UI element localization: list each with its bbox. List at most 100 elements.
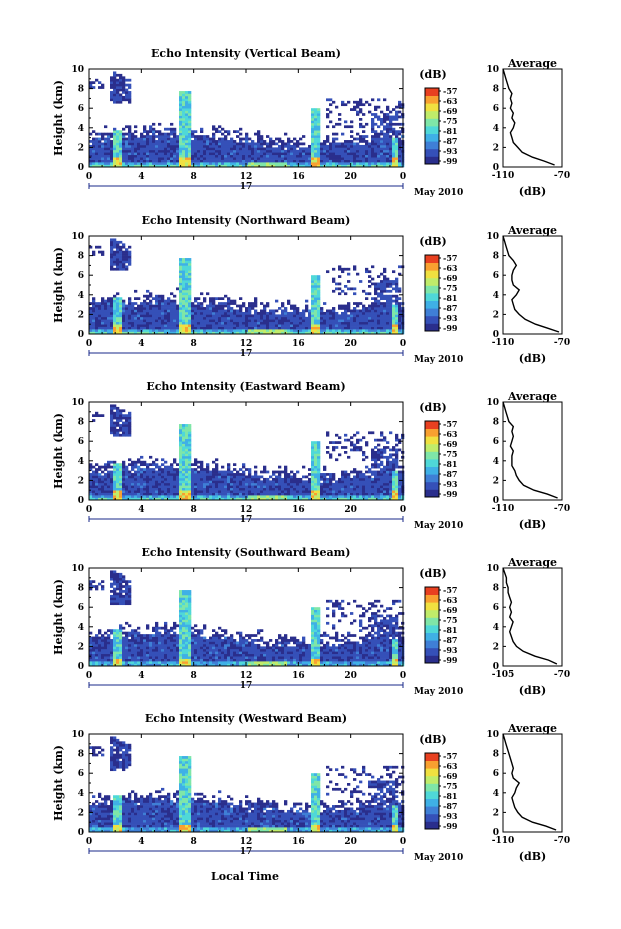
echo-cell: [224, 147, 228, 151]
echo-cell: [344, 159, 348, 163]
echo-cell: [347, 307, 351, 310]
echo-cell: [149, 164, 153, 168]
echo-cell: [314, 446, 318, 449]
echo-cell: [152, 497, 156, 501]
echo-cell: [92, 250, 96, 254]
echo-cell: [185, 441, 189, 444]
echo-cell: [200, 164, 204, 168]
echo-cell: [191, 329, 195, 332]
echo-cell: [374, 122, 378, 126]
echo-cell: [182, 277, 186, 281]
echo-cell: [254, 162, 258, 165]
echo-cell: [341, 329, 345, 332]
colorbar-segment: [425, 141, 439, 150]
echo-cell: [179, 144, 183, 148]
echo-cell: [209, 492, 213, 496]
echo-cell: [251, 331, 255, 335]
echo-cell: [311, 302, 315, 305]
echo-cell: [311, 455, 315, 459]
echo-cell: [395, 115, 399, 119]
echo-cell: [98, 142, 102, 146]
echo-cell: [311, 127, 315, 131]
echo-cell: [158, 473, 162, 476]
echo-cell: [119, 490, 123, 493]
echo-cell: [209, 319, 213, 323]
echo-cell: [359, 98, 363, 102]
echo-cell: [149, 154, 153, 158]
echo-cell: [317, 162, 321, 165]
echo-cell: [254, 297, 258, 300]
echo-cell: [269, 142, 273, 146]
profile-x-tick-label: -110: [492, 171, 515, 181]
echo-cell: [215, 149, 219, 153]
echo-cell: [110, 240, 114, 244]
echo-cell: [194, 309, 198, 313]
echo-cell: [317, 127, 321, 131]
echo-cell: [239, 152, 243, 156]
echo-cell: [98, 487, 102, 491]
echo-cell: [125, 487, 129, 491]
echo-cell: [104, 309, 108, 313]
echo-cell: [125, 265, 129, 269]
echo-cell: [131, 142, 135, 146]
echo-cell: [209, 137, 213, 141]
echo-cell: [122, 149, 126, 153]
echo-cell: [179, 319, 183, 323]
echo-cell: [347, 473, 351, 476]
echo-cell: [350, 125, 354, 129]
echo-cell: [95, 147, 99, 151]
echo-cell: [251, 329, 255, 332]
echo-cell: [398, 144, 402, 148]
echo-cell: [392, 314, 396, 318]
echo-cell: [203, 468, 207, 471]
echo-cell: [350, 149, 354, 153]
echo-cell: [110, 482, 114, 486]
x-tick-label: 20: [344, 339, 357, 349]
echo-cell: [89, 465, 93, 469]
echo-cell: [233, 144, 237, 148]
echo-cell: [389, 309, 393, 313]
echo-cell: [230, 490, 234, 493]
echo-cell: [158, 465, 162, 469]
echo-cell: [146, 297, 150, 300]
echo-cell: [164, 140, 168, 143]
echo-cell: [275, 299, 279, 303]
echo-cell: [368, 309, 372, 313]
echo-cell: [359, 482, 363, 486]
echo-cell: [179, 446, 183, 449]
echo-cell: [155, 299, 159, 303]
echo-cell: [284, 492, 288, 496]
echo-cell: [131, 324, 135, 327]
echo-cell: [107, 157, 111, 160]
echo-cell: [143, 477, 147, 481]
echo-cell: [113, 433, 117, 437]
echo-cell: [263, 147, 267, 151]
echo-cell: [89, 144, 93, 148]
echo-cell: [188, 470, 192, 474]
echo-cell: [341, 321, 345, 325]
echo-cell: [245, 497, 249, 501]
echo-cell: [359, 438, 363, 442]
echo-cell: [173, 326, 177, 330]
echo-cell: [356, 113, 360, 116]
echo-cell: [332, 147, 336, 151]
echo-cell: [365, 324, 369, 327]
echo-cell: [149, 304, 153, 308]
echo-cell: [335, 159, 339, 163]
echo-cell: [185, 463, 189, 466]
echo-cell: [398, 321, 402, 325]
echo-cell: [161, 473, 165, 476]
echo-cell: [167, 147, 171, 151]
echo-cell: [245, 314, 249, 318]
echo-cell: [314, 455, 318, 459]
echo-cell: [374, 105, 378, 109]
panel-2: Echo Intensity (Eastward Beam)0246810Hei…: [52, 380, 570, 531]
echo-cell: [230, 311, 234, 315]
echo-cell: [320, 490, 324, 493]
echo-cell: [197, 460, 201, 464]
echo-cell: [227, 495, 231, 498]
echo-cell: [317, 460, 321, 464]
echo-cell: [371, 497, 375, 501]
echo-cell: [392, 304, 396, 308]
echo-cell: [194, 307, 198, 310]
